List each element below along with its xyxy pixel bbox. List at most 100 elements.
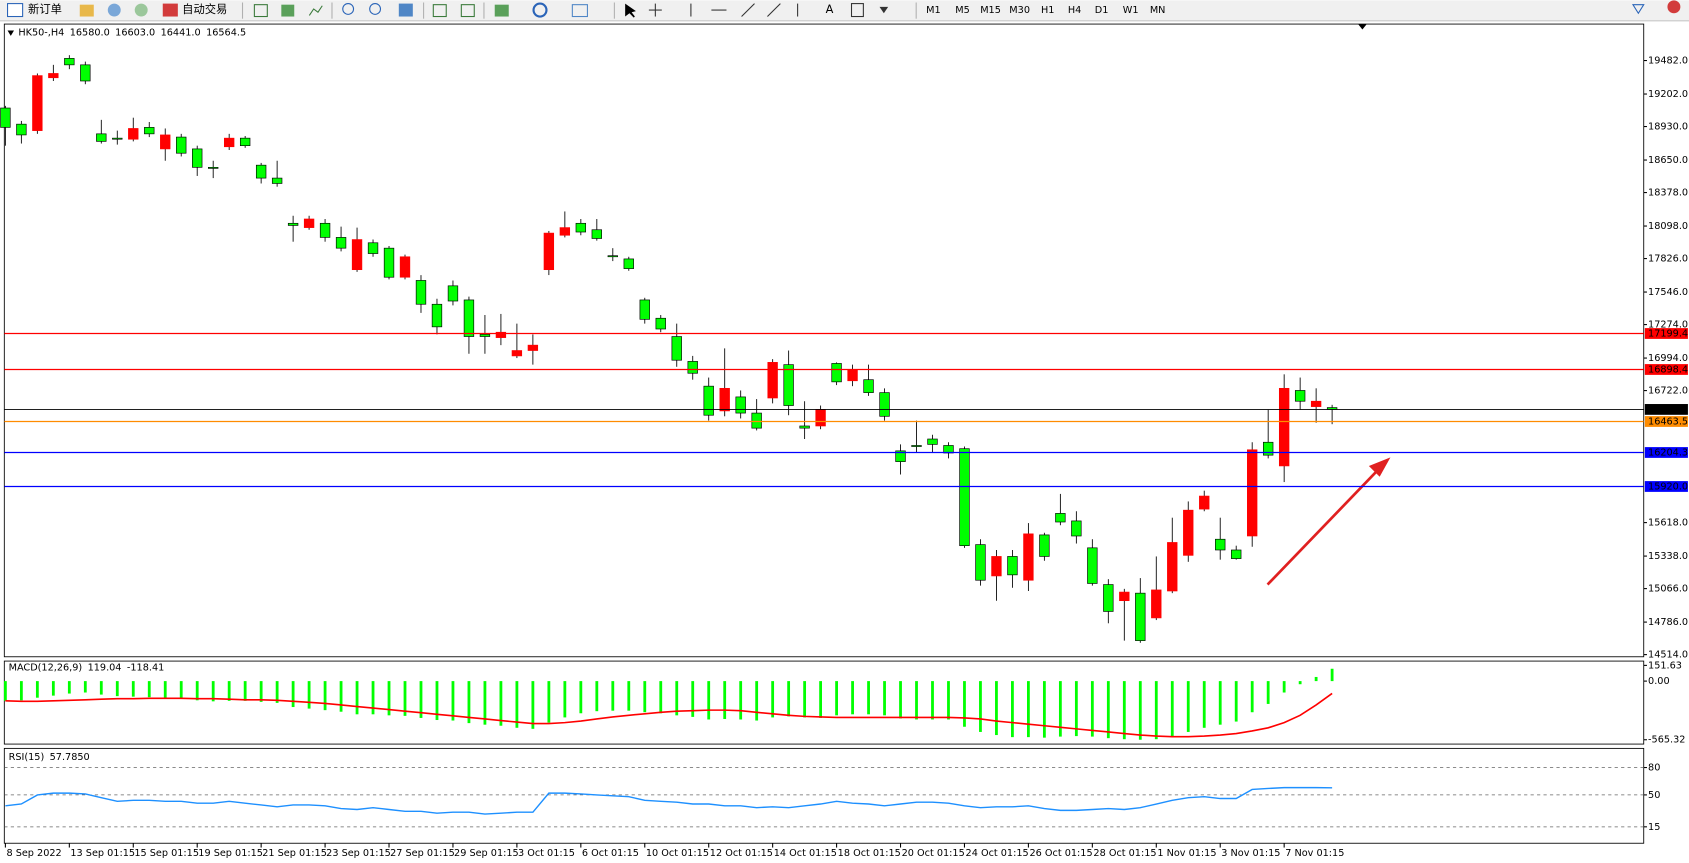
macd-bar — [1218, 681, 1222, 725]
macd-bar — [547, 681, 551, 723]
y-tick-label: 18930.0 — [1648, 122, 1688, 133]
macd-bar — [1106, 681, 1110, 739]
timeframe-button[interactable]: H4 — [1068, 5, 1081, 16]
period-icon[interactable] — [532, 2, 548, 18]
macd-bar — [243, 681, 247, 701]
candle-body — [1135, 592, 1146, 641]
macd-bar — [979, 681, 982, 732]
tile-icon[interactable] — [398, 3, 413, 17]
macd-bar — [1042, 681, 1046, 738]
candle-body — [847, 369, 858, 382]
arrow-line — [1266, 465, 1383, 586]
macd-bar — [835, 681, 838, 716]
notification-badge[interactable] — [1667, 0, 1681, 14]
candle-body — [112, 137, 123, 140]
candle-body — [160, 134, 171, 150]
bar-chart-icon[interactable] — [253, 4, 268, 18]
candle-body — [239, 137, 251, 147]
y-tick-label: 17826.0 — [1648, 254, 1688, 265]
text-tool[interactable]: A — [826, 3, 834, 16]
macd-bar — [1314, 676, 1318, 682]
candle-body — [399, 256, 411, 278]
tool-icon[interactable] — [107, 3, 121, 17]
candle-body — [1039, 534, 1050, 557]
macd-bar — [1202, 681, 1206, 728]
timeframe-button[interactable]: H1 — [1041, 5, 1054, 16]
x-tick-label: 15 Sep 01:15 — [134, 848, 199, 859]
candle-body — [287, 222, 299, 226]
title-part: 16603.0 — [115, 28, 155, 39]
x-tick-label: 3 Oct 01:15 — [518, 848, 575, 859]
title-part: 57.7850 — [50, 752, 90, 763]
channel-icon[interactable] — [767, 3, 781, 17]
x-tick-label: 28 Oct 01:15 — [1093, 848, 1156, 859]
timeframe-button[interactable]: M1 — [926, 5, 941, 16]
template-icon[interactable] — [571, 4, 588, 18]
candle-chart-icon[interactable] — [281, 4, 295, 17]
x-tick-label: 21 Sep 01:15 — [262, 848, 327, 859]
x-tick-label: 23 Sep 01:15 — [326, 848, 391, 859]
auto-trading-button[interactable]: 自动交易 — [182, 2, 227, 16]
macd-bar — [723, 681, 727, 719]
title-part: MACD(12,26,9) — [9, 663, 83, 674]
macd-bar — [563, 681, 567, 718]
label-tool[interactable] — [850, 3, 864, 18]
x-tick-label: 20 Oct 01:15 — [902, 848, 965, 859]
tool-icon[interactable] — [134, 3, 148, 17]
level-label-box — [1644, 481, 1688, 492]
timeframe-button[interactable]: D1 — [1095, 5, 1109, 16]
macd-bar — [179, 681, 183, 699]
level-label: 16898.4 — [1648, 364, 1688, 375]
candle-body — [1167, 542, 1178, 592]
new-order-icon[interactable] — [7, 3, 24, 18]
line-chart-icon[interactable] — [308, 5, 323, 16]
macd-bar — [1170, 681, 1174, 737]
macd-bar — [947, 681, 950, 720]
auto-trading-icon[interactable] — [162, 3, 178, 17]
candle-body — [223, 137, 235, 148]
zoom-out-icon[interactable] — [369, 3, 382, 15]
x-tick-label: 3 Nov 01:15 — [1221, 848, 1280, 859]
timeframe-button[interactable]: M30 — [1009, 5, 1030, 16]
candle-body — [879, 392, 890, 417]
tool-icon[interactable] — [79, 4, 94, 17]
y-tick-label: 15338.0 — [1648, 551, 1688, 562]
timeframe-button[interactable]: MN — [1150, 5, 1166, 16]
macd-bar — [931, 681, 934, 720]
shift-marker — [1358, 24, 1367, 30]
candle-body — [767, 362, 778, 399]
candle-body — [959, 448, 970, 547]
arrows-tool[interactable] — [879, 6, 889, 14]
candle-body — [1183, 509, 1194, 556]
timeframe-button[interactable]: M15 — [980, 5, 1001, 16]
candle-body — [1247, 449, 1258, 537]
rsi-line — [5, 786, 1333, 815]
candle-body — [511, 350, 523, 357]
y-tick-label: 14514.0 — [1648, 650, 1688, 661]
candle-body — [303, 218, 315, 228]
timeframe-button[interactable]: W1 — [1123, 5, 1139, 16]
trendline-icon[interactable] — [741, 3, 755, 17]
indicators-icon[interactable] — [494, 4, 509, 17]
macd-bar — [483, 681, 487, 725]
new-order-button[interactable]: 新订单 — [28, 2, 62, 16]
candle-body — [16, 123, 27, 136]
shift-icon[interactable] — [460, 4, 475, 18]
macd-bar — [739, 681, 743, 720]
x-tick-label: 6 Oct 01:15 — [582, 848, 639, 859]
candle-body — [799, 425, 810, 429]
zoom-in-icon[interactable] — [342, 3, 355, 15]
y-tick-label: 19482.0 — [1648, 56, 1688, 67]
y-tick-label: 50 — [1648, 790, 1660, 801]
macd-bar — [1138, 681, 1142, 740]
timeframe-button[interactable]: M5 — [955, 5, 970, 16]
scroll-icon[interactable] — [432, 4, 447, 18]
search-icon[interactable] — [1631, 4, 1645, 15]
x-tick-label: 13 Sep 01:15 — [70, 848, 135, 859]
arrow-head — [1368, 457, 1391, 477]
x-tick-label: 7 Nov 01:15 — [1285, 848, 1344, 859]
macd-bar — [531, 681, 535, 729]
cursor-icon[interactable] — [625, 3, 636, 18]
macd-bar — [35, 681, 39, 698]
